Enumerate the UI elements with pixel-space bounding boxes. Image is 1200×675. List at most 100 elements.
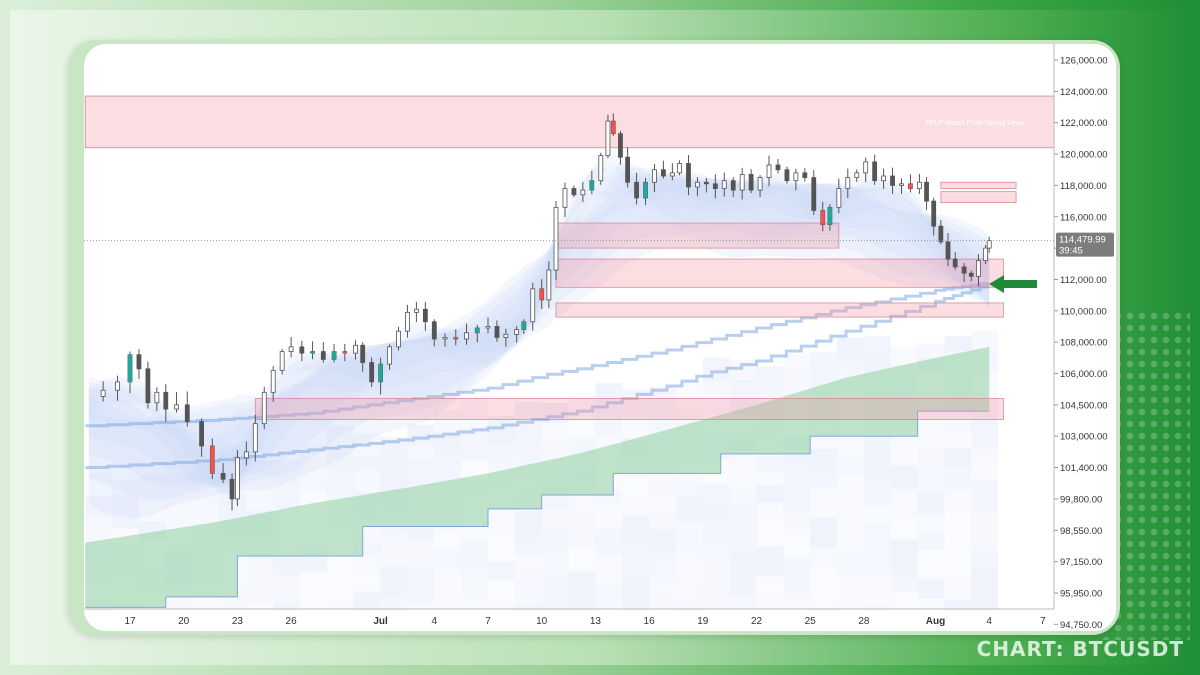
volume-block bbox=[407, 539, 435, 567]
volume-block bbox=[488, 444, 515, 461]
candle-body bbox=[712, 183, 718, 189]
candle-body bbox=[369, 362, 375, 383]
volume-block bbox=[729, 359, 757, 380]
volume-block bbox=[300, 572, 327, 591]
volume-block bbox=[380, 460, 408, 482]
candle-body bbox=[229, 478, 235, 500]
volume-block bbox=[675, 496, 703, 522]
candle-body bbox=[320, 351, 326, 360]
volume-block bbox=[971, 568, 999, 601]
candle-body bbox=[553, 206, 559, 271]
candle-body bbox=[299, 346, 305, 354]
time-tick-label: 28 bbox=[858, 616, 870, 627]
price-tick-label: 95,950.00 bbox=[1060, 588, 1102, 599]
volume-block bbox=[810, 352, 838, 372]
candle-body bbox=[145, 368, 151, 404]
time-tick-label: 16 bbox=[644, 616, 656, 627]
volume-block bbox=[568, 415, 596, 439]
volume-block bbox=[488, 580, 515, 606]
time-tick-label: 19 bbox=[697, 616, 709, 627]
volume-block bbox=[649, 529, 676, 554]
candle-highlight bbox=[908, 183, 913, 189]
price-zone bbox=[940, 191, 1017, 204]
lower-band-line bbox=[85, 282, 990, 428]
volume-block bbox=[917, 470, 945, 492]
volume-block bbox=[380, 567, 408, 594]
price-tick-label: 126,000.00 bbox=[1060, 56, 1108, 67]
candle-body bbox=[983, 247, 989, 262]
volume-block bbox=[595, 529, 623, 555]
volume-block bbox=[783, 354, 811, 370]
volume-block bbox=[434, 451, 462, 468]
candle-body bbox=[514, 329, 520, 335]
volume-block bbox=[138, 475, 166, 498]
candle-body bbox=[174, 404, 179, 410]
volume-block bbox=[702, 505, 730, 521]
volume-block bbox=[756, 545, 784, 577]
candle-body bbox=[739, 174, 745, 191]
volume-block bbox=[783, 529, 811, 558]
volume-block bbox=[353, 470, 381, 492]
volume-block bbox=[890, 345, 918, 365]
volume-block bbox=[944, 433, 972, 449]
price-tick-label: 97,150.00 bbox=[1060, 557, 1102, 568]
volume-block bbox=[971, 509, 999, 537]
step-support-line bbox=[85, 410, 990, 608]
volume-block bbox=[514, 538, 542, 556]
volume-block bbox=[326, 451, 354, 469]
volume-block bbox=[783, 511, 811, 530]
candle-body bbox=[261, 391, 267, 425]
volume-block bbox=[837, 439, 864, 458]
candle-body bbox=[938, 225, 944, 243]
volume-block bbox=[702, 520, 730, 544]
volume-block bbox=[971, 479, 999, 510]
candle-highlight bbox=[539, 288, 544, 300]
volume-block bbox=[863, 481, 891, 506]
volume-block bbox=[85, 473, 113, 497]
volume-block bbox=[783, 557, 811, 593]
volume-block bbox=[890, 452, 918, 466]
volume-block bbox=[837, 575, 864, 615]
volume-block bbox=[488, 416, 515, 445]
volume-block bbox=[783, 465, 811, 489]
volume-block bbox=[246, 473, 274, 497]
volume-block bbox=[810, 569, 838, 608]
volume-block bbox=[541, 551, 569, 574]
volume-block bbox=[649, 495, 676, 513]
candle-body bbox=[872, 161, 878, 182]
volume-block bbox=[756, 576, 784, 596]
overlay-layer bbox=[84, 240, 1054, 293]
candle-body bbox=[811, 177, 817, 211]
candle-body bbox=[634, 181, 639, 199]
volume-block bbox=[756, 518, 784, 546]
volume-block bbox=[971, 448, 999, 464]
volume-block bbox=[300, 590, 327, 610]
volume-block bbox=[649, 579, 676, 597]
candle-body bbox=[571, 188, 577, 196]
volume-block bbox=[729, 379, 757, 397]
volume-block bbox=[944, 489, 972, 512]
candle-body bbox=[916, 181, 922, 189]
volume-block bbox=[514, 511, 542, 539]
volume-block bbox=[192, 484, 220, 506]
volume-block bbox=[541, 509, 569, 527]
volume-block bbox=[917, 532, 945, 550]
volume-block bbox=[729, 503, 757, 527]
volume-block bbox=[863, 575, 891, 606]
volume-block bbox=[944, 511, 972, 544]
candle-body bbox=[968, 272, 974, 277]
volume-block bbox=[729, 470, 757, 490]
candle-body bbox=[220, 473, 226, 480]
volume-block bbox=[837, 337, 864, 359]
volume-block bbox=[407, 458, 435, 486]
price-tick-label: 124,000.00 bbox=[1060, 87, 1108, 98]
candle-body bbox=[387, 346, 392, 365]
price-tick-label: 104,500.00 bbox=[1060, 400, 1108, 411]
volume-block bbox=[300, 461, 327, 475]
price-chart[interactable]: FPLP-Model Profit-Taking Level 126,000.0… bbox=[84, 44, 1116, 631]
chart-panel[interactable]: FPLP-Model Profit-Taking Level 126,000.0… bbox=[84, 44, 1116, 631]
volume-block bbox=[944, 543, 972, 579]
volume-block bbox=[138, 497, 166, 522]
candle-highlight bbox=[342, 351, 347, 354]
volume-block bbox=[488, 531, 515, 563]
